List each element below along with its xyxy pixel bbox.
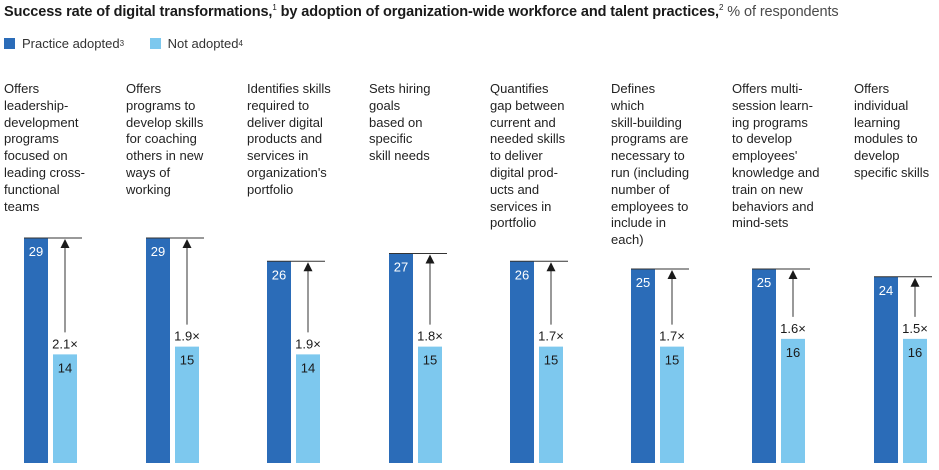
bar-value-label: 15 [180,353,194,368]
legend-swatch-not-adopted [149,38,161,49]
bar-not-adopted [175,346,199,463]
bar-value-label: 16 [908,345,922,360]
bar-not-adopted [539,346,563,463]
category-label: Defines which skill-building programs ar… [611,81,690,248]
bar-value-label: 14 [58,360,72,375]
arrow-head [910,277,920,287]
bar-not-adopted [781,338,805,463]
multiplier-label: 1.5× [902,321,928,336]
bar-value-label: 26 [272,267,286,282]
legend-entry-practice-adopted: Practice adopted 3 [4,36,124,51]
bar-value-label: 25 [636,275,650,290]
chart-title: Success rate of digital transformations,… [4,3,839,20]
legend-swatch-practice-adopted [4,38,15,49]
bar-practice-adopted [146,238,170,463]
bar-not-adopted [418,346,442,463]
bar-value-label: 26 [515,267,529,282]
bar-value-label: 14 [301,360,315,375]
multiplier-label: 1.9× [295,336,321,351]
category-label: Offers individual learning modules to de… [854,81,930,180]
bar-practice-adopted [631,269,655,463]
bar-value-label: 29 [29,244,43,259]
category-label: Identifies skills required to deliver di… [247,81,331,197]
bar-practice-adopted [752,269,776,463]
bar-not-adopted [903,338,927,463]
chart-subtitle: % of respondents [723,4,839,20]
bar-not-adopted [296,354,320,463]
category-label: Sets hiring goals based on specific skil… [369,81,431,164]
category-label: Quantifies gap between current and neede… [490,81,566,231]
multiplier-label: 1.6× [780,321,806,336]
bar-value-label: 24 [879,283,893,298]
bar-practice-adopted [510,261,534,463]
arrow-head [546,262,556,272]
bar-value-label: 15 [544,353,558,368]
bar-value-label: 27 [394,260,408,275]
legend: Practice adopted 3 Not adopted 4 [4,36,265,52]
arrow-head [303,262,313,272]
category-label: Offers programs to develop skills for co… [126,81,204,197]
multiplier-label: 1.7× [538,329,564,344]
bar-practice-adopted [389,253,413,463]
bar-value-label: 15 [423,353,437,368]
bar-value-label: 15 [665,353,679,368]
bar-value-label: 25 [757,275,771,290]
arrow-head [182,239,192,248]
bar-practice-adopted [874,276,898,463]
arrow-head [425,254,435,264]
arrow-head [788,270,798,280]
bar-not-adopted [660,346,684,463]
multiplier-label: 1.9× [174,329,200,344]
bar-practice-adopted [24,238,48,463]
category-label: Offers leadership- development programs … [4,81,85,214]
legend-entry-not-adopted: Not adopted 4 [149,36,243,51]
bar-practice-adopted [267,261,291,463]
bar-value-label: 16 [786,345,800,360]
bar-not-adopted [53,354,77,463]
bar-value-label: 29 [151,244,165,259]
multiplier-label: 1.7× [659,329,685,344]
multiplier-label: 2.1× [52,336,78,351]
arrow-head [667,270,677,280]
category-label: Offers multi- session learn- ing program… [732,81,820,231]
multiplier-label: 1.8× [417,329,443,344]
arrow-head [60,239,70,248]
